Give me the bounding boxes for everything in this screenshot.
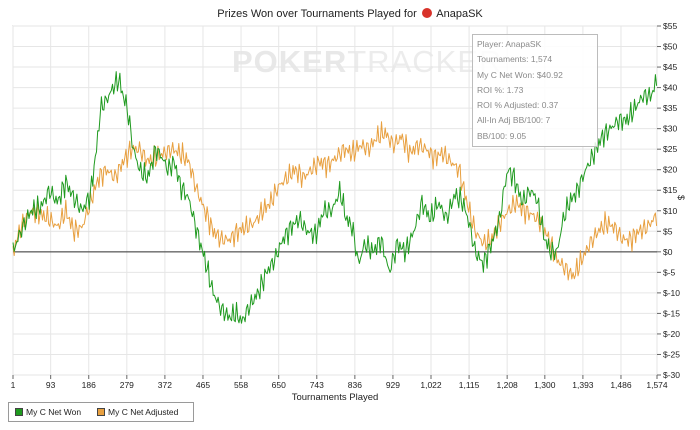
y-tick-label: $-15 <box>663 308 680 318</box>
x-tick-label: 372 <box>158 380 172 390</box>
y-tick-label: $-10 <box>663 288 680 298</box>
x-tick-label: 279 <box>120 380 134 390</box>
y-tick-label: $45 <box>663 62 677 72</box>
legend-item-adjusted[interactable]: My C Net Adjusted <box>97 407 178 417</box>
y-tick-label: $25 <box>663 144 677 154</box>
x-tick-label: 743 <box>310 380 324 390</box>
y-tick-label: $40 <box>663 83 677 93</box>
stat-bb100: BB/100: 9.05 <box>477 130 527 141</box>
series-layer <box>12 71 658 324</box>
stats-box: Player: AnapaSK Tournaments: 1,574 My C … <box>472 34 598 148</box>
y-tick-label: $-20 <box>663 329 680 339</box>
y-tick-label: $20 <box>663 165 677 175</box>
x-tick-label: 1 <box>11 380 16 390</box>
y-tick-label: $0 <box>663 247 673 257</box>
y-tick-label: $10 <box>663 206 677 216</box>
chart-title: Prizes Won over Tournaments Played for A… <box>0 8 700 20</box>
stat-allin-bb100: All-In Adj BB/100: 7 <box>477 115 551 126</box>
y-tick-label: $-30 <box>663 370 680 380</box>
x-tick-label: 1,022 <box>420 380 442 390</box>
x-tick-label: 186 <box>82 380 96 390</box>
x-tick-label: 836 <box>348 380 362 390</box>
y-tick-label: $55 <box>663 21 677 31</box>
x-tick-label: 1,208 <box>497 380 519 390</box>
x-tick-label: 650 <box>272 380 286 390</box>
series-line-net-won <box>12 71 658 324</box>
x-tick-label: 465 <box>196 380 210 390</box>
y-tick-label: $-5 <box>663 267 676 277</box>
y-tick-label: $35 <box>663 103 677 113</box>
legend-label-won: My C Net Won <box>26 407 82 417</box>
y-tick-label: $30 <box>663 124 677 134</box>
stat-net-won: My C Net Won: $40.92 <box>477 69 563 80</box>
stat-roi-adjusted: ROI % Adjusted: 0.37 <box>477 100 559 111</box>
y-tick-label: $5 <box>663 226 673 236</box>
y-tick-label: $15 <box>663 185 677 195</box>
x-tick-label: 558 <box>234 380 248 390</box>
x-tick-label: 93 <box>46 380 56 390</box>
stat-roi: ROI %: 1.73 <box>477 84 524 95</box>
y-tick-label: $-25 <box>663 349 680 359</box>
stat-player: Player: AnapaSK <box>477 39 542 49</box>
legend-label-adjusted: My C Net Adjusted <box>108 407 179 417</box>
tick-layer: $-30 $-25 $-20 $-15 $-10 $-5 $0 $5 $10 $15 $20 $25 $… <box>11 21 681 390</box>
x-tick-label: 1,393 <box>572 380 594 390</box>
legend: My C Net Won My C Net Adjusted <box>8 402 194 422</box>
y-tick-label: $50 <box>663 42 677 52</box>
legend-swatch-won <box>15 408 23 416</box>
player-name: AnapaSK <box>436 8 483 20</box>
x-tick-label: 1,574 <box>646 380 668 390</box>
chart-title-text: Prizes Won over Tournaments Played for <box>217 8 417 20</box>
pokerstars-icon <box>421 8 432 18</box>
stat-tournaments: Tournaments: 1,574 <box>477 54 553 65</box>
x-tick-label: 1,115 <box>459 380 480 390</box>
watermark-poker: POKER <box>232 44 348 79</box>
x-tick-label: 1,300 <box>534 380 556 390</box>
x-tick-label: 1,486 <box>610 380 632 390</box>
legend-swatch-adjusted <box>97 408 105 416</box>
y-axis-label: $ <box>676 195 686 201</box>
x-axis-label: Tournaments Played <box>291 392 379 403</box>
grid <box>12 25 658 376</box>
x-tick-label: 929 <box>386 380 400 390</box>
legend-item-won[interactable]: My C Net Won <box>15 407 81 417</box>
